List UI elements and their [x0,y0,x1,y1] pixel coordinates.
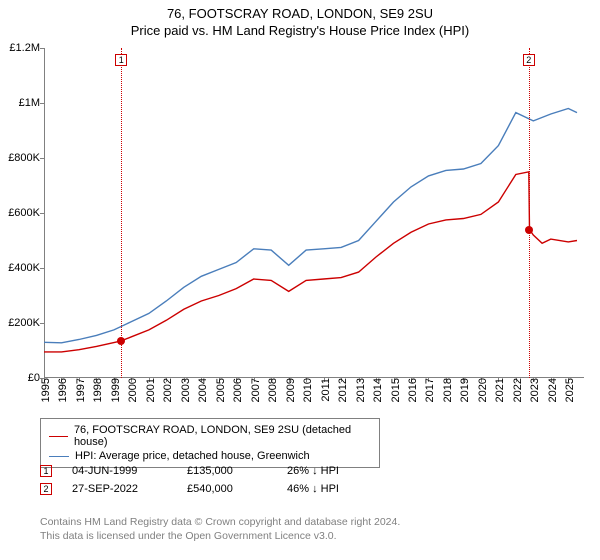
hpi-line [44,109,577,343]
x-axis-label: 2001 [141,378,157,402]
x-axis-label: 2007 [246,378,262,402]
chart-plot-area: £0£200K£400K£600K£800K£1M£1.2M1995199619… [44,48,584,378]
x-axis-label: 2024 [543,378,559,402]
event-date: 27-SEP-2022 [72,483,167,495]
x-axis-label: 2015 [386,378,402,402]
legend-swatch [49,436,68,437]
legend-box: 76, FOOTSCRAY ROAD, LONDON, SE9 2SU (det… [40,418,380,468]
y-axis-label: £1.2M [9,42,44,54]
y-axis-label: £400K [8,262,44,274]
x-axis-label: 1995 [36,378,52,402]
x-axis-label: 2002 [158,378,174,402]
event-marker: 1 [115,54,127,66]
legend-row: 76, FOOTSCRAY ROAD, LONDON, SE9 2SU (det… [49,423,371,449]
x-axis-label: 2008 [263,378,279,402]
y-axis-label: £1M [19,97,44,109]
x-axis-label: 2019 [455,378,471,402]
legend-label: HPI: Average price, detached house, Gree… [75,450,310,462]
x-axis-label: 2025 [560,378,576,402]
footer-note: Contains HM Land Registry data © Crown c… [40,516,400,543]
x-axis-label: 2009 [281,378,297,402]
legend-label: 76, FOOTSCRAY ROAD, LONDON, SE9 2SU (det… [74,424,371,448]
x-axis-label: 1996 [53,378,69,402]
event-vline [529,48,530,378]
x-axis-label: 2003 [176,378,192,402]
x-axis-label: 2021 [490,378,506,402]
x-axis-label: 2011 [316,378,332,402]
legend-row: HPI: Average price, detached house, Gree… [49,449,371,463]
footer-line-2: This data is licensed under the Open Gov… [40,530,400,544]
x-axis-label: 2010 [298,378,314,402]
y-axis-label: £600K [8,207,44,219]
x-axis-label: 2013 [351,378,367,402]
x-axis-label: 2022 [508,378,524,402]
x-axis-label: 1997 [71,378,87,402]
x-axis-label: 2017 [420,378,436,402]
event-marker: 2 [523,54,535,66]
y-axis-label: £200K [8,317,44,329]
x-axis-label: 2012 [333,378,349,402]
legend-swatch [49,456,69,457]
event-delta: 46% ↓ HPI [287,483,339,495]
x-axis-label: 2006 [228,378,244,402]
x-axis-label: 1998 [88,378,104,402]
x-axis-label: 1999 [106,378,122,402]
title-line-1: 76, FOOTSCRAY ROAD, LONDON, SE9 2SU [0,6,600,21]
event-row: 2 27-SEP-2022 £540,000 46% ↓ HPI [40,480,339,498]
sale-point [117,337,125,345]
title-line-2: Price paid vs. HM Land Registry's House … [0,23,600,38]
events-table: 1 04-JUN-1999 £135,000 26% ↓ HPI 2 27-SEP-202… [40,462,339,498]
chart-svg [44,48,584,378]
x-axis-label: 2000 [123,378,139,402]
event-number-box: 1 [40,465,52,477]
sale-point [525,226,533,234]
event-number-box: 2 [40,483,52,495]
x-axis-label: 2005 [211,378,227,402]
event-vline [121,48,122,378]
event-row: 1 04-JUN-1999 £135,000 26% ↓ HPI [40,462,339,480]
x-axis-label: 2020 [473,378,489,402]
footer-line-1: Contains HM Land Registry data © Crown c… [40,516,400,530]
x-axis-label: 2016 [403,378,419,402]
event-date: 04-JUN-1999 [72,465,167,477]
event-price: £540,000 [187,483,267,495]
x-axis-label: 2014 [368,378,384,402]
x-axis-label: 2018 [438,378,454,402]
y-axis-label: £800K [8,152,44,164]
x-axis-label: 2004 [193,378,209,402]
x-axis-label: 2023 [525,378,541,402]
event-price: £135,000 [187,465,267,477]
event-delta: 26% ↓ HPI [287,465,339,477]
